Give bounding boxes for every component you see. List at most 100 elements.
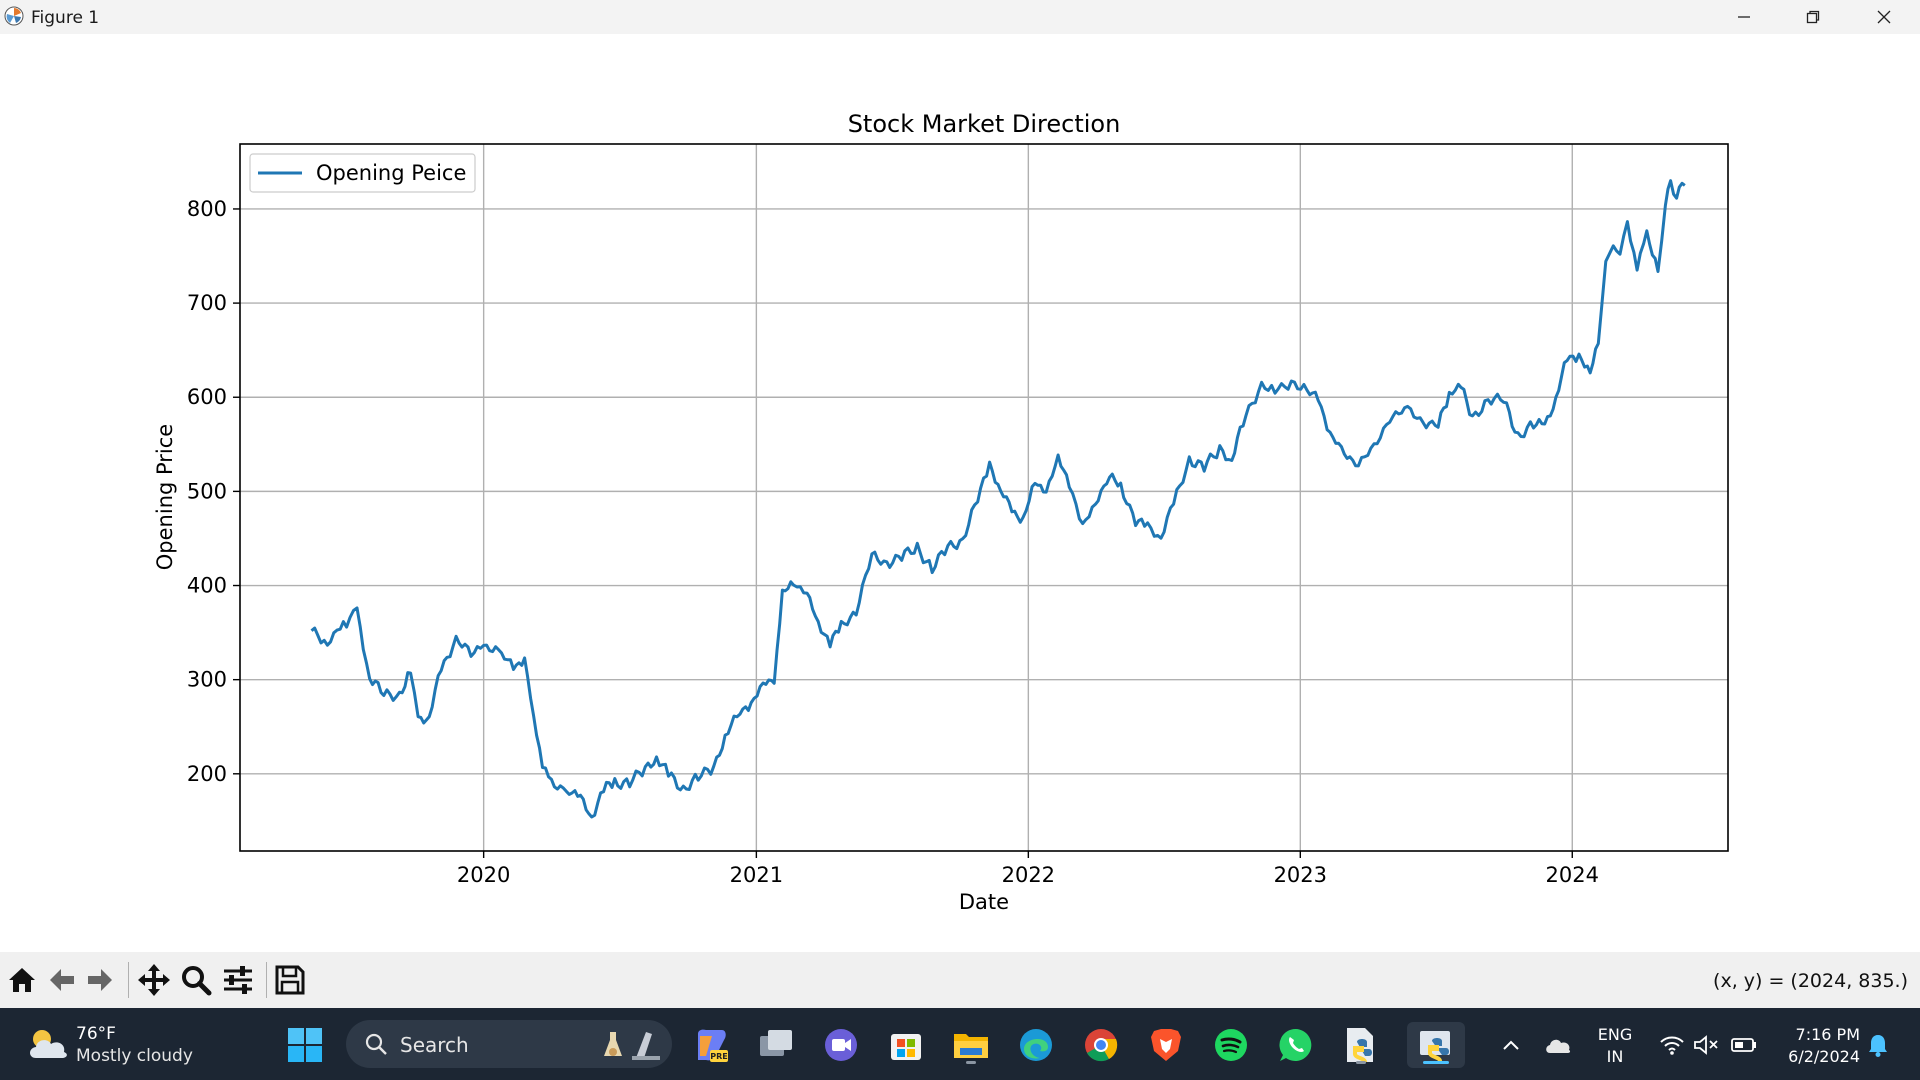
matplotlib-figure-button[interactable]: [1407, 1022, 1465, 1068]
teams-meet-button[interactable]: [818, 1022, 864, 1068]
x-tick-label: 2021: [730, 863, 783, 887]
start-button[interactable]: [282, 1022, 328, 1068]
legend-label: Opening Peice: [316, 161, 466, 185]
language-code: ENG: [1592, 1024, 1638, 1046]
python-file-icon: [1343, 1026, 1379, 1064]
series-line-opening-price: [312, 181, 1685, 817]
wifi-icon: [1659, 1034, 1685, 1056]
show-hidden-icons-button[interactable]: [1497, 1032, 1525, 1058]
x-axis-label: Date: [959, 890, 1009, 914]
spotify-button[interactable]: [1208, 1022, 1254, 1068]
line-chart: 2020 2021 2022 2023 2024 200 300 400 500 600 700 80…: [0, 34, 1920, 952]
restore-icon: [1805, 9, 1821, 25]
chevron-up-icon: [1502, 1039, 1520, 1051]
whatsapp-button[interactable]: [1273, 1022, 1319, 1068]
back-icon: [46, 964, 78, 996]
forward-icon: [84, 964, 116, 996]
input-language-indicator[interactable]: ENG IN: [1592, 1024, 1638, 1068]
svg-text:PRE: PRE: [710, 1052, 728, 1061]
brave-icon: [1149, 1027, 1183, 1063]
chrome-browser-button[interactable]: [1078, 1022, 1124, 1068]
spotify-icon: [1213, 1027, 1249, 1063]
battery-icon: [1731, 1037, 1757, 1053]
x-tick-label: 2022: [1002, 863, 1055, 887]
python-idle-button[interactable]: [1338, 1022, 1384, 1068]
chrome-icon: [1083, 1027, 1119, 1063]
y-tick-label: 300: [187, 668, 227, 692]
copilot-button[interactable]: PRE: [688, 1022, 734, 1068]
battery-button[interactable]: [1730, 1032, 1758, 1058]
active-indicator: [1423, 1061, 1449, 1064]
cloudy-weather-icon: [26, 1024, 70, 1064]
matplotlib-app-icon: [4, 6, 24, 26]
toolbar-separator: [128, 962, 129, 998]
search-icon: [364, 1032, 388, 1056]
volume-button[interactable]: [1692, 1032, 1720, 1058]
clock-date: 6/2/2024: [1760, 1046, 1860, 1068]
weather-temperature: 76°F: [76, 1024, 116, 1044]
save-icon: [274, 964, 306, 996]
running-indicator: [966, 1061, 976, 1064]
brave-browser-button[interactable]: [1143, 1022, 1189, 1068]
y-tick-label: 600: [187, 385, 227, 409]
weather-condition: Mostly cloudy: [76, 1046, 193, 1066]
figure-canvas[interactable]: 2020 2021 2022 2023 2024 200 300 400 500 600 700 80…: [0, 34, 1920, 952]
microsoft-store-button[interactable]: [883, 1022, 929, 1068]
copilot-icon: PRE: [692, 1026, 730, 1064]
toolbar-separator: [266, 962, 267, 998]
navigation-toolbar: (x, y) = (2024, 835.): [0, 952, 1920, 1008]
notifications-button[interactable]: [1864, 1032, 1892, 1058]
forward-button[interactable]: [82, 961, 118, 999]
chart-title: Stock Market Direction: [848, 110, 1121, 138]
file-explorer-button[interactable]: [948, 1022, 994, 1068]
zoom-icon: [180, 964, 212, 996]
legend: Opening Peice: [250, 154, 475, 192]
home-button[interactable]: [4, 961, 40, 999]
plot-frame: [240, 144, 1728, 851]
video-meet-icon: [823, 1027, 859, 1063]
onedrive-button[interactable]: [1544, 1032, 1572, 1058]
edge-browser-button[interactable]: [1013, 1022, 1059, 1068]
minimize-button[interactable]: [1714, 0, 1774, 34]
python-app-icon: [1418, 1027, 1454, 1063]
pan-button[interactable]: [136, 961, 172, 999]
network-button[interactable]: [1658, 1032, 1686, 1058]
configure-subplots-icon: [222, 964, 254, 996]
y-tick-label: 200: [187, 762, 227, 786]
taskbar: 76°F Mostly cloudy Search PRE: [0, 1008, 1920, 1080]
cloud-icon: [1544, 1036, 1572, 1054]
back-button[interactable]: [44, 961, 80, 999]
folder-icon: [952, 1028, 990, 1062]
store-icon: [888, 1027, 924, 1063]
coordinate-readout: (x, y) = (2024, 835.): [1713, 970, 1908, 992]
home-icon: [6, 964, 38, 996]
save-button[interactable]: [272, 961, 308, 999]
window-title: Figure 1: [31, 8, 99, 28]
system-clock[interactable]: 7:16 PM 6/2/2024: [1760, 1024, 1860, 1068]
x-tick-label: 2020: [457, 863, 510, 887]
close-icon: [1876, 9, 1892, 25]
taskbar-search[interactable]: Search: [346, 1020, 672, 1068]
zoom-button[interactable]: [178, 961, 214, 999]
x-tick-label: 2024: [1546, 863, 1599, 887]
whatsapp-icon: [1278, 1027, 1314, 1063]
configure-subplots-button[interactable]: [220, 961, 256, 999]
y-axis-label: Opening Price: [153, 424, 177, 570]
running-indicator: [1356, 1061, 1366, 1064]
weather-widget[interactable]: 76°F Mostly cloudy: [22, 1022, 212, 1068]
task-view-button[interactable]: [753, 1022, 799, 1068]
search-highlight-icon: [596, 1026, 664, 1062]
windows-logo-icon: [287, 1027, 323, 1063]
y-tick-label: 500: [187, 479, 227, 503]
clock-time: 7:16 PM: [1760, 1024, 1860, 1046]
close-button[interactable]: [1854, 0, 1914, 34]
search-label: Search: [400, 1033, 469, 1057]
y-tick-label: 800: [187, 197, 227, 221]
minimize-icon: [1736, 9, 1752, 25]
y-tick-label: 700: [187, 291, 227, 315]
task-view-icon: [758, 1028, 794, 1062]
edge-icon: [1018, 1027, 1054, 1063]
y-tick-label: 400: [187, 574, 227, 598]
restore-button[interactable]: [1783, 0, 1843, 34]
region-code: IN: [1592, 1046, 1638, 1068]
